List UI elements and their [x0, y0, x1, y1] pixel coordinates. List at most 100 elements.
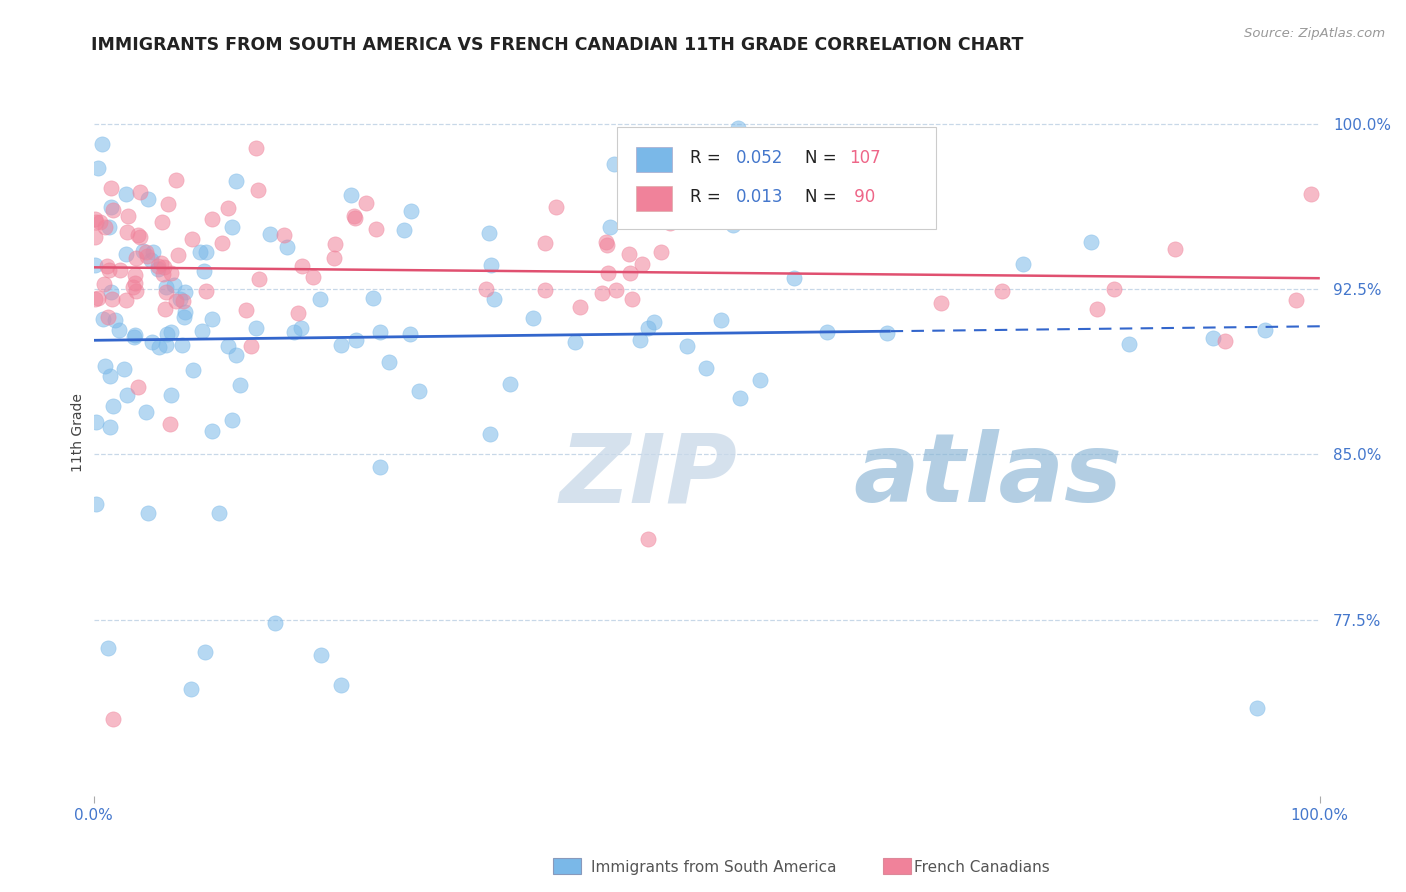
- Point: [534, 235, 557, 250]
- Point: [276, 240, 298, 254]
- Point: [479, 259, 502, 273]
- Point: [1080, 235, 1102, 249]
- Point: [141, 335, 163, 350]
- Point: [127, 228, 149, 243]
- Point: [1254, 323, 1277, 337]
- Point: [87, 161, 110, 176]
- Point: [201, 212, 224, 227]
- Point: [710, 313, 733, 327]
- Point: [245, 141, 267, 155]
- Point: [323, 251, 346, 265]
- Point: [368, 325, 391, 339]
- Point: [484, 292, 506, 306]
- Text: R =: R =: [689, 188, 720, 206]
- Point: [217, 339, 239, 353]
- Point: [148, 259, 170, 273]
- Point: [991, 284, 1014, 298]
- Point: [180, 682, 202, 697]
- Point: [619, 266, 641, 280]
- Point: [533, 283, 555, 297]
- Point: [124, 276, 146, 290]
- Point: [124, 327, 146, 342]
- Point: [1164, 242, 1187, 256]
- Point: [157, 197, 180, 211]
- Point: [194, 645, 217, 659]
- Point: [399, 326, 422, 341]
- Text: atlas: atlas: [853, 429, 1123, 523]
- Point: [141, 253, 163, 268]
- Point: [340, 187, 363, 202]
- Text: N =: N =: [804, 188, 837, 206]
- Point: [311, 648, 333, 663]
- Point: [650, 245, 672, 260]
- Point: [101, 293, 124, 307]
- Point: [98, 369, 121, 384]
- Point: [165, 293, 187, 308]
- Point: [596, 266, 619, 280]
- Bar: [553, 858, 581, 874]
- Point: [87, 291, 110, 305]
- Text: 107: 107: [849, 149, 880, 167]
- Point: [193, 264, 215, 278]
- Point: [194, 284, 217, 298]
- Point: [172, 293, 194, 308]
- Point: [83, 230, 105, 244]
- Point: [84, 415, 107, 429]
- Point: [259, 227, 281, 242]
- Point: [273, 228, 295, 243]
- Point: [603, 156, 626, 170]
- Point: [852, 191, 875, 205]
- Text: R =: R =: [689, 149, 720, 167]
- Point: [1215, 334, 1237, 348]
- Point: [135, 249, 157, 263]
- Point: [159, 417, 181, 431]
- Point: [378, 355, 401, 369]
- Point: [221, 413, 243, 427]
- Point: [94, 219, 117, 234]
- Point: [181, 232, 204, 246]
- Point: [156, 326, 179, 341]
- Text: 0.052: 0.052: [737, 149, 783, 167]
- Point: [132, 244, 155, 258]
- Point: [330, 678, 353, 692]
- Point: [160, 325, 183, 339]
- Point: [1118, 336, 1140, 351]
- Point: [569, 300, 592, 314]
- Point: [240, 339, 263, 353]
- Point: [153, 302, 176, 317]
- Point: [596, 238, 619, 252]
- Point: [499, 377, 522, 392]
- Point: [100, 200, 122, 214]
- Point: [86, 215, 108, 229]
- Point: [155, 338, 177, 352]
- Point: [217, 201, 239, 215]
- Point: [98, 219, 121, 234]
- Point: [675, 339, 697, 353]
- Point: [245, 321, 267, 335]
- Point: [129, 185, 152, 199]
- Point: [264, 616, 287, 631]
- Point: [290, 320, 312, 334]
- FancyBboxPatch shape: [636, 186, 672, 211]
- Point: [730, 392, 752, 406]
- Point: [170, 337, 193, 351]
- Point: [94, 359, 117, 373]
- Point: [308, 292, 330, 306]
- Point: [621, 292, 644, 306]
- Point: [101, 712, 124, 726]
- Bar: [883, 858, 911, 874]
- Point: [478, 427, 501, 442]
- Point: [291, 260, 314, 274]
- Point: [160, 266, 183, 280]
- Point: [478, 226, 501, 240]
- Point: [323, 236, 346, 251]
- Point: [100, 420, 122, 434]
- Point: [631, 257, 654, 271]
- Point: [235, 302, 257, 317]
- Point: [361, 291, 384, 305]
- Point: [84, 497, 107, 511]
- Point: [628, 333, 651, 347]
- Point: [97, 310, 120, 325]
- Point: [122, 279, 145, 293]
- Text: IMMIGRANTS FROM SOUTH AMERICA VS FRENCH CANADIAN 11TH GRADE CORRELATION CHART: IMMIGRANTS FROM SOUTH AMERICA VS FRENCH …: [91, 36, 1024, 54]
